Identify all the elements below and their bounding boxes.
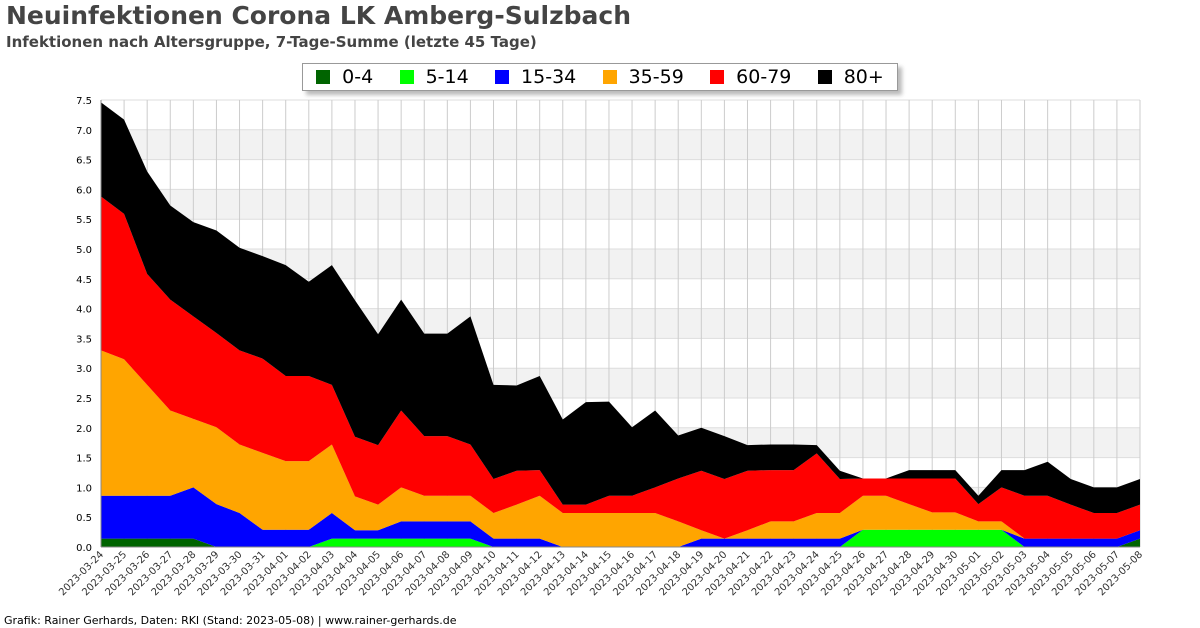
area-series-80+ xyxy=(101,102,1140,514)
legend-label: 5-14 xyxy=(425,66,469,88)
grid-band xyxy=(101,129,1140,160)
area-series-15-34 xyxy=(101,487,1140,547)
legend-item-80plus: 80+ xyxy=(817,66,884,88)
y-tick-label: 7.5 xyxy=(76,96,92,107)
y-tick-label: 4.0 xyxy=(76,305,92,316)
legend-item-35-59: 35-59 xyxy=(602,66,684,88)
legend-label: 15-34 xyxy=(521,66,577,88)
legend-label: 0-4 xyxy=(342,66,374,88)
legend-swatch xyxy=(817,70,832,84)
area-series-35-59 xyxy=(101,350,1140,547)
y-tick-label: 3.5 xyxy=(76,334,92,345)
legend-swatch xyxy=(316,70,331,84)
footer-credit: Grafik: Rainer Gerhards, Daten: RKI (Sta… xyxy=(4,614,457,627)
area-series-5-14 xyxy=(101,529,1140,547)
y-tick-label: 3.0 xyxy=(76,364,92,375)
chart-subtitle: Infektionen nach Altersgruppe, 7-Tage-Su… xyxy=(6,33,537,51)
y-tick-label: 4.5 xyxy=(76,275,92,286)
y-tick-label: 5.0 xyxy=(76,245,92,256)
legend-item-60-79: 60-79 xyxy=(710,66,791,88)
y-tick-label: 5.5 xyxy=(76,215,92,226)
chart-title: Neuinfektionen Corona LK Amberg-Sulzbach xyxy=(6,1,632,30)
area-series-60-79 xyxy=(101,196,1140,539)
legend-label: 35-59 xyxy=(628,66,684,88)
legend: 0-4 5-14 15-34 35-59 60-79 80+ xyxy=(302,63,898,91)
y-tick-label: 6.0 xyxy=(76,185,92,196)
y-tick-label: 2.5 xyxy=(76,394,92,405)
y-tick-label: 2.0 xyxy=(76,424,92,435)
y-tick-label: 7.0 xyxy=(76,126,92,137)
legend-swatch xyxy=(399,70,414,84)
legend-item-15-34: 15-34 xyxy=(495,66,576,88)
y-tick-label: 0.0 xyxy=(76,543,92,554)
legend-label: 60-79 xyxy=(736,66,792,88)
legend-swatch xyxy=(602,70,617,84)
legend-item-0-4: 0-4 xyxy=(316,66,373,88)
legend-swatch xyxy=(495,70,510,84)
legend-swatch xyxy=(710,70,725,84)
y-tick-label: 0.5 xyxy=(76,513,92,524)
legend-label: 80+ xyxy=(843,66,884,88)
y-tick-label: 1.5 xyxy=(76,454,92,465)
y-tick-label: 1.0 xyxy=(76,483,92,494)
grid-band xyxy=(101,189,1140,220)
y-tick-label: 6.5 xyxy=(76,156,92,167)
legend-item-5-14: 5-14 xyxy=(399,66,469,88)
area-series-0-4 xyxy=(101,538,1140,547)
